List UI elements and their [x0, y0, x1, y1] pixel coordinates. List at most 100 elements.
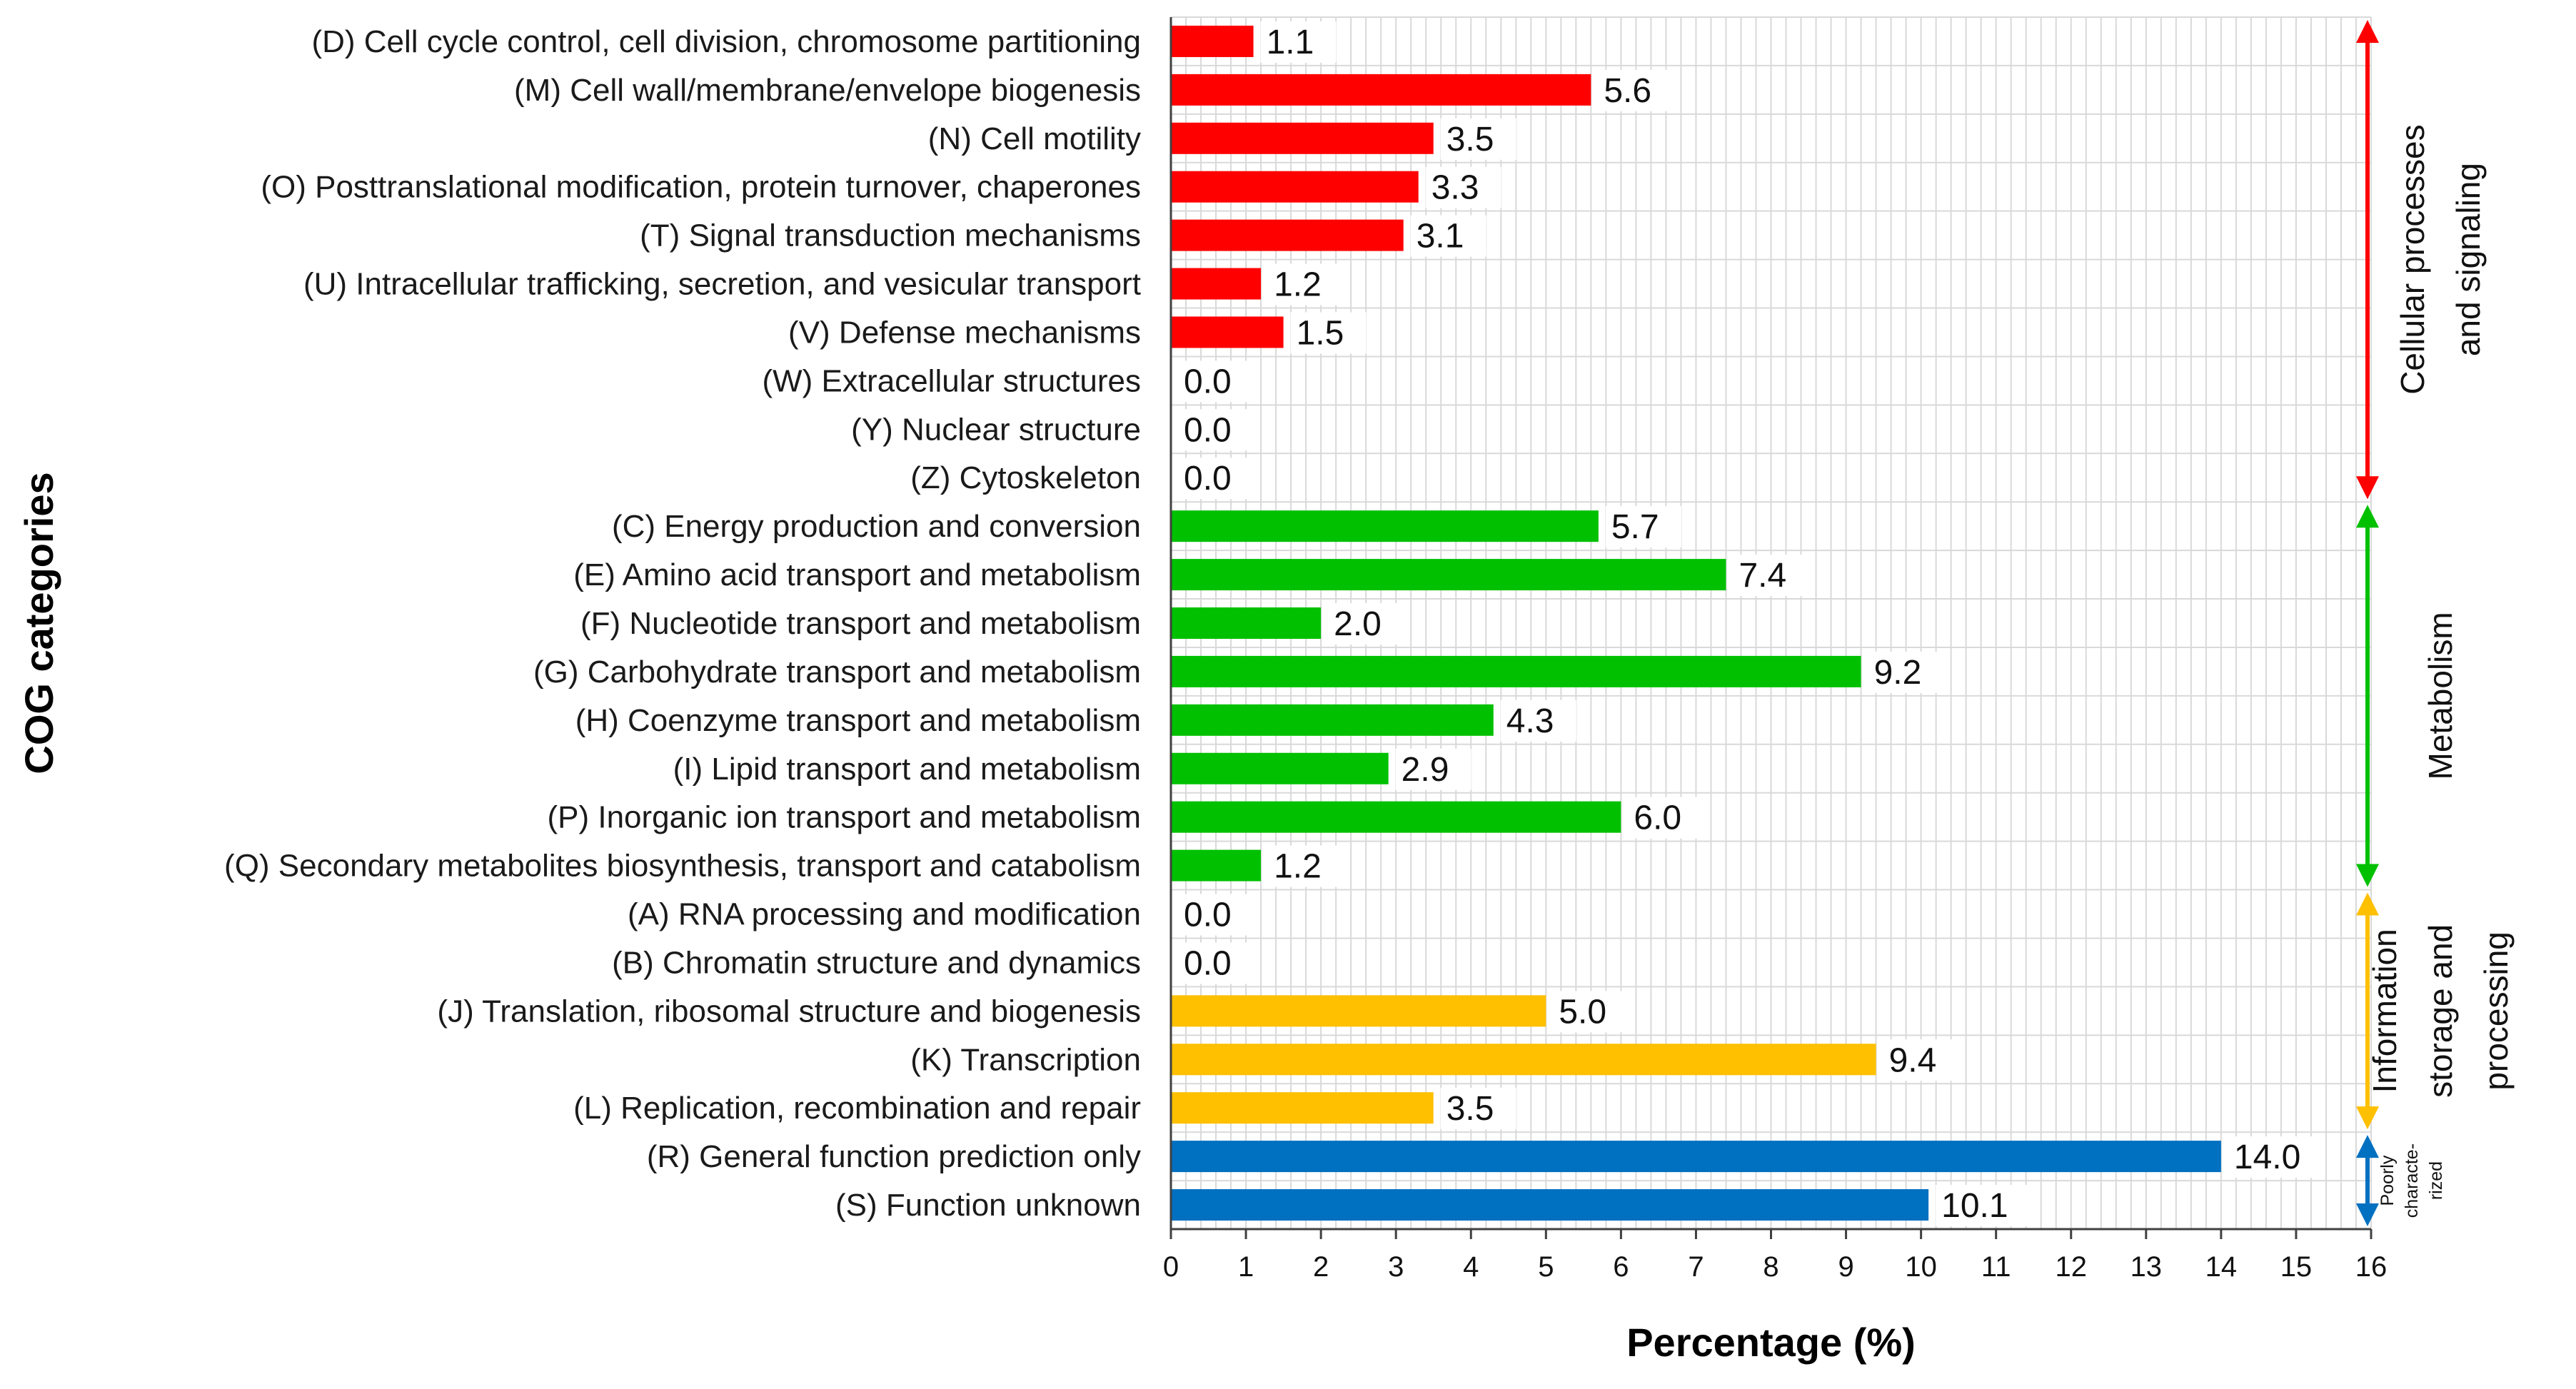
category-label: (Z) Cytoskeleton — [910, 460, 1141, 495]
category-label: (M) Cell wall/membrane/envelope biogenes… — [514, 73, 1141, 108]
x-tick-label: 4 — [1463, 1251, 1479, 1283]
value-label: 3.5 — [1447, 1090, 1494, 1128]
category-label: (D) Cell cycle control, cell division, c… — [311, 24, 1141, 59]
category-label: (I) Lipid transport and metabolism — [673, 752, 1141, 787]
value-label: 1.5 — [1297, 314, 1344, 352]
bar — [1171, 752, 1389, 784]
x-tick-label: 16 — [2355, 1251, 2388, 1283]
value-label: 6.0 — [1634, 799, 1681, 837]
value-label: 2.9 — [1402, 751, 1449, 789]
value-label: 0.0 — [1184, 411, 1232, 449]
value-label: 5.0 — [1559, 993, 1606, 1031]
bar — [1171, 1141, 2221, 1173]
x-tick-label: 0 — [1163, 1251, 1179, 1283]
category-label: (E) Amino acid transport and metabolism — [573, 557, 1141, 592]
x-tick-label: 7 — [1688, 1251, 1704, 1283]
bar — [1171, 801, 1621, 833]
category-label: (S) Function unknown — [835, 1188, 1141, 1223]
value-label-bg — [1268, 263, 1344, 305]
x-tick-label: 5 — [1538, 1251, 1554, 1283]
value-label-bg — [1628, 797, 1704, 839]
value-label-bg — [1328, 603, 1404, 645]
axis-layer — [1169, 17, 2373, 1239]
group-label-line: Metabolism — [2422, 612, 2459, 779]
x-tick-label: 3 — [1388, 1251, 1404, 1283]
group-label-poorly: Poorly characte-rized — [2378, 1143, 2446, 1218]
category-label: (T) Signal transduction mechanisms — [640, 218, 1141, 253]
arrowhead-up-icon — [2356, 892, 2379, 916]
x-tick-label: 13 — [2130, 1251, 2163, 1283]
x-tick-label: 14 — [2205, 1251, 2238, 1283]
bar — [1171, 510, 1599, 542]
group-label-line: characte- — [2402, 1143, 2422, 1218]
group-label-line: rized — [2426, 1161, 2446, 1200]
category-label: (V) Defense mechanisms — [788, 315, 1141, 350]
category-label: (O) Posttranslational modification, prot… — [261, 170, 1141, 205]
arrowhead-down-icon — [2356, 1203, 2379, 1226]
arrowhead-down-icon — [2356, 864, 2379, 887]
value-label-bg — [1178, 409, 1254, 451]
value-label-bg — [1268, 845, 1344, 887]
value-label-bg — [1260, 21, 1337, 63]
group-annotations: Cellular processes and signaling Metabolis… — [2356, 20, 2515, 1226]
category-label: (J) Translation, ribosomal structure and… — [437, 994, 1141, 1029]
value-label: 2.0 — [1334, 605, 1382, 643]
category-label: (R) General function prediction only — [647, 1139, 1141, 1174]
bar — [1171, 268, 1262, 300]
bar-layer — [1171, 25, 2221, 1221]
value-label-bg — [1553, 991, 1629, 1033]
x-tick-labels: 0 1 2 3 4 5 6 7 8 9 10 11 12 13 14 15 16 — [1163, 1251, 2387, 1283]
bar — [1171, 704, 1494, 736]
x-tick-label: 15 — [2280, 1251, 2313, 1283]
x-tick-label: 6 — [1613, 1251, 1629, 1283]
value-label-bg — [1936, 1185, 2032, 1227]
value-label: 1.2 — [1274, 266, 1322, 304]
value-label-bg — [1178, 894, 1254, 936]
category-label: (W) Extracellular structures — [762, 363, 1141, 398]
bar — [1171, 849, 1262, 882]
value-label: 9.4 — [1889, 1041, 1937, 1079]
bar — [1171, 25, 1254, 57]
x-tick-label: 9 — [1838, 1251, 1853, 1283]
category-label: (Y) Nuclear structure — [851, 412, 1141, 447]
bar — [1171, 559, 1726, 591]
value-label: 0.0 — [1184, 460, 1232, 497]
value-label-bg — [1290, 312, 1367, 354]
value-label-bg — [1598, 69, 1674, 111]
bar — [1171, 171, 1419, 203]
value-label: 14.0 — [2234, 1138, 2300, 1176]
value-label-bg — [1395, 748, 1471, 790]
group-label-line: processing — [2477, 931, 2515, 1090]
group-label-line: storage and — [2422, 924, 2459, 1098]
x-tick-label: 11 — [1981, 1251, 2011, 1283]
category-label: (U) Intracellular trafficking, secretion… — [303, 267, 1141, 302]
value-label: 5.6 — [1604, 72, 1651, 110]
bar — [1171, 219, 1404, 251]
y-axis-title: COG categories — [16, 472, 61, 774]
category-label: (A) RNA processing and modification — [628, 897, 1141, 932]
value-label: 5.7 — [1611, 508, 1659, 546]
category-label: (F) Nucleotide transport and metabolism — [580, 606, 1141, 641]
value-labels: 1.1 5.6 3.5 3.3 3.1 1.2 1.5 0.0 0.0 0.0 5.7 7.4 2.0 9… — [1178, 21, 2324, 1227]
value-label: 1.2 — [1274, 848, 1322, 886]
value-label: 1.1 — [1267, 24, 1314, 61]
category-label: (G) Carbohydrate transport and metabolis… — [533, 655, 1141, 690]
value-label-bg — [1605, 506, 1681, 548]
value-label-bg — [1178, 360, 1254, 403]
x-axis-title: Percentage (%) — [1626, 1320, 1916, 1365]
value-label: 9.2 — [1874, 654, 1922, 692]
value-label: 0.0 — [1184, 944, 1232, 982]
value-label: 3.3 — [1432, 169, 1479, 207]
bar — [1171, 607, 1322, 639]
bar — [1171, 1044, 1876, 1076]
category-label: (L) Replication, recombination and repai… — [573, 1091, 1141, 1126]
value-label-bg — [1178, 942, 1254, 984]
group-label-information: Information storage and processing — [2366, 924, 2515, 1098]
value-label: 3.1 — [1417, 218, 1464, 256]
bar — [1171, 1092, 1434, 1124]
category-label: (P) Inorganic ion transport and metaboli… — [547, 800, 1141, 835]
value-label-bg — [1883, 1039, 1959, 1081]
category-labels: (D) Cell cycle control, cell division, c… — [224, 24, 1141, 1223]
value-label: 0.0 — [1184, 363, 1232, 400]
